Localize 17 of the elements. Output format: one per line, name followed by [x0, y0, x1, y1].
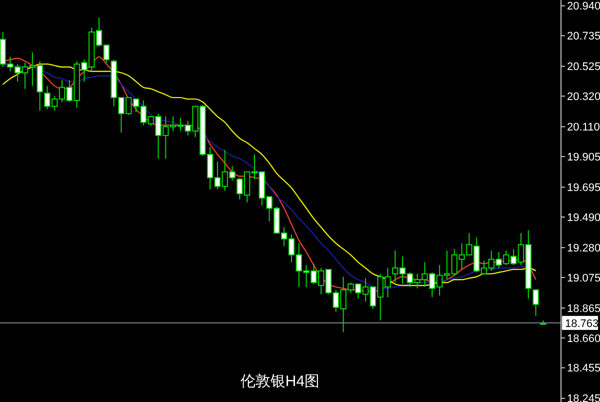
y-tick-label: 18.660: [567, 332, 600, 345]
y-tick-label: 20.320: [567, 90, 600, 103]
y-tick-label: 19.280: [567, 242, 600, 254]
y-tick-label: 20.940: [567, 0, 600, 13]
y-tick-label: 20.735: [567, 30, 600, 43]
y-tick-label: 19.075: [567, 272, 600, 284]
y-tick-label: 19.905: [567, 151, 600, 164]
y-tick-label: 19.490: [567, 212, 600, 224]
ref-line-label: 18.763: [565, 318, 599, 330]
y-tick-label: 18.245: [567, 393, 600, 402]
y-tick-label: 18.865: [567, 302, 600, 315]
y-tick-label: 20.110: [567, 122, 600, 134]
y-tick-label: 19.695: [567, 182, 600, 194]
y-tick-label: 20.525: [567, 61, 600, 74]
y-tick-label: 18.455: [567, 362, 600, 375]
candlestick: [532, 289, 539, 317]
text: 伦敦银H4图: [240, 373, 320, 390]
